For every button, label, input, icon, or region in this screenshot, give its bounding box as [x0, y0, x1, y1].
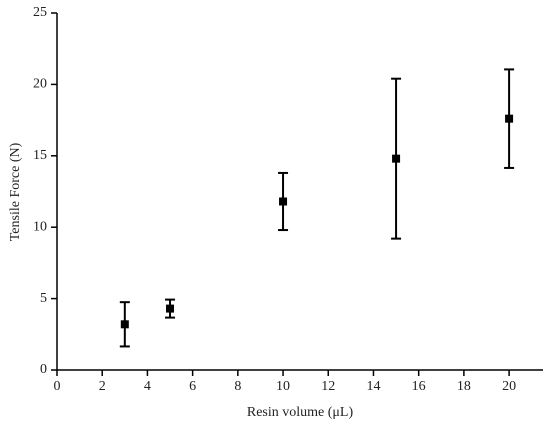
- point: [120, 320, 129, 329]
- y-tick-label: 25: [33, 5, 47, 20]
- point: [279, 197, 288, 206]
- x-axis-label: Resin volume (μL): [247, 405, 354, 420]
- x-tick-label: 20: [502, 379, 516, 394]
- point: [392, 154, 401, 163]
- y-tick-label: 20: [33, 77, 47, 92]
- x-tick-label: 14: [366, 379, 380, 394]
- x-tick-label: 4: [144, 379, 151, 394]
- x-tick-label: 18: [457, 379, 471, 394]
- y-tick-label: 5: [40, 291, 47, 306]
- y-tick-label: 15: [33, 148, 47, 163]
- x-tick-label: 16: [412, 379, 426, 394]
- x-tick-label: 10: [276, 379, 290, 394]
- x-tick-label: 6: [189, 379, 196, 394]
- y-axis-label: Tensile Force (N): [8, 142, 23, 241]
- y-tick-label: 0: [40, 362, 47, 377]
- x-tick-label: 0: [54, 379, 61, 394]
- y-tick-label: 10: [33, 219, 47, 234]
- point: [505, 114, 514, 123]
- x-tick-label: 8: [234, 379, 241, 394]
- x-tick-label: 2: [99, 379, 106, 394]
- point: [166, 304, 175, 313]
- x-tick-label: 12: [321, 379, 335, 394]
